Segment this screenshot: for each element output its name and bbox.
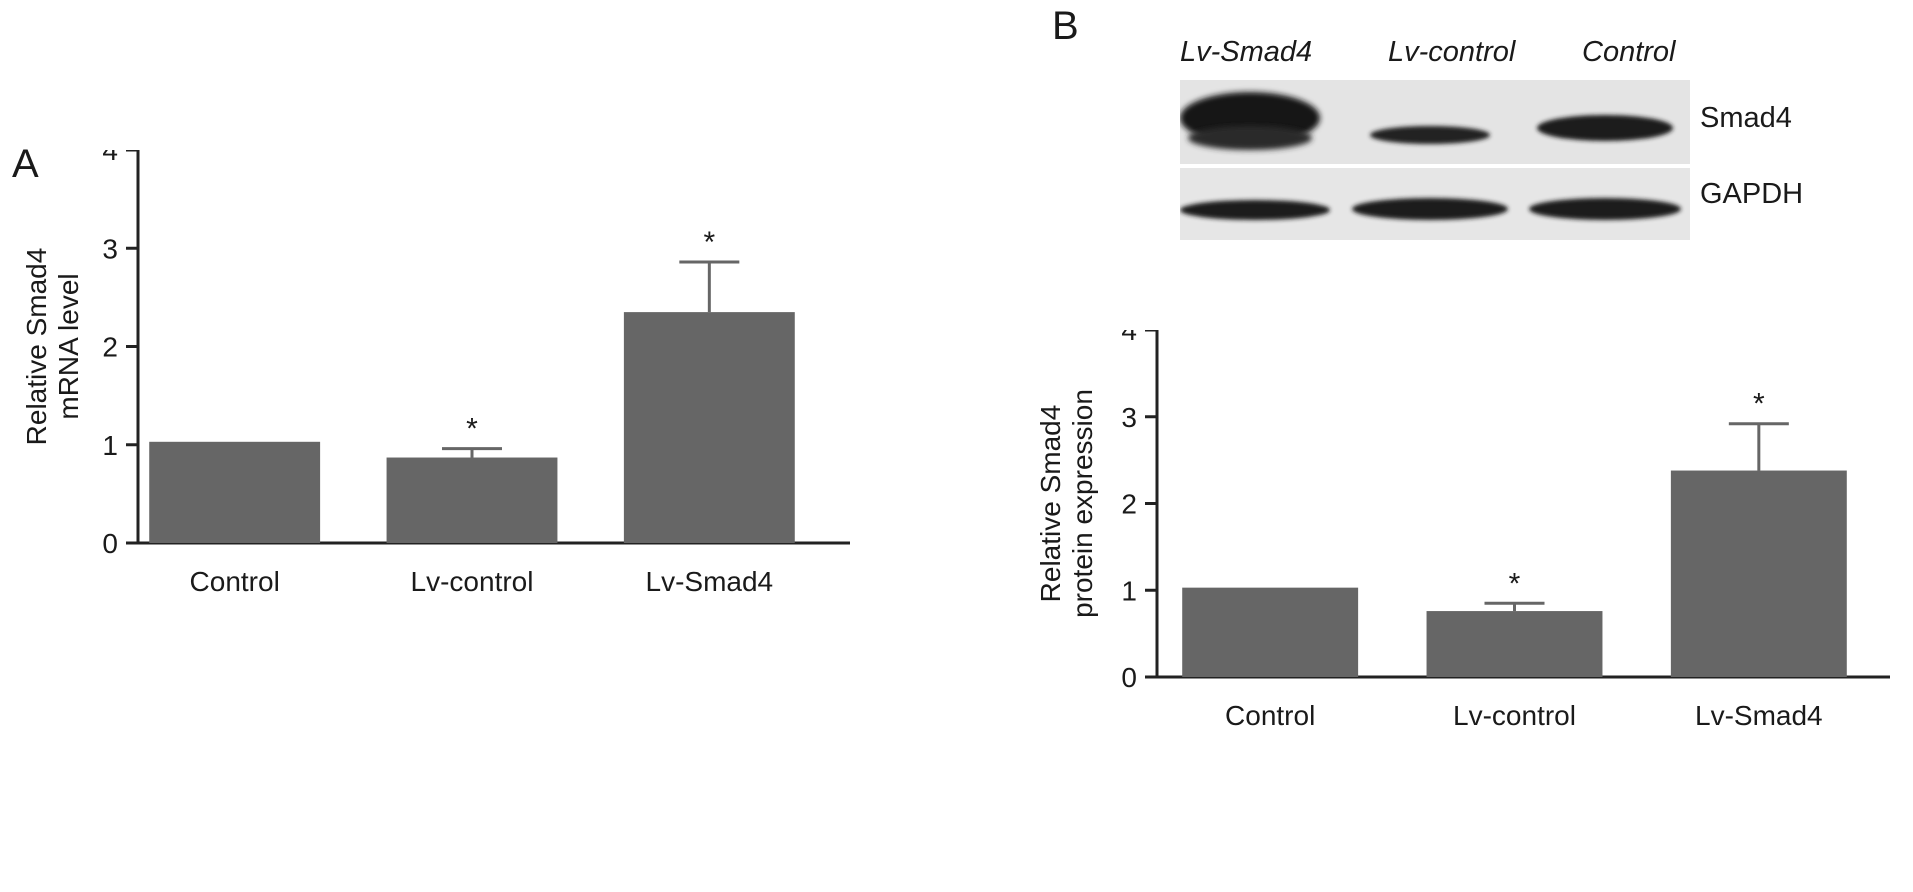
chart-b-category-label-control: Control [1225,700,1315,731]
chart-a-y-tick-label: 3 [102,233,118,264]
chart-b-y-tick-label: 2 [1121,489,1137,520]
chart-a-y-axis-label-line: mRNA level [53,273,84,419]
lane-label-lv-smad4: Lv-Smad4 [1180,36,1313,68]
chart-a-bar-control [149,441,321,543]
chart-b-protein: 0 1 2 3 4 Relative Smad4protein expression Con… [1035,330,1890,731]
chart-a-y-tick-label: 4 [102,150,118,166]
chart-b-bar-lv-smad4 [1670,470,1847,677]
band-label-gapdh: GAPDH [1700,178,1804,210]
chart-b-y-axis-label-line: Relative Smad4 [1035,405,1066,603]
chart-b-y-tick-label: 1 [1121,575,1137,606]
chart-a-y-tick-label: 1 [102,430,118,461]
lane-label-control: Control [1582,36,1676,68]
chart-b-category-label-lv-smad4: Lv-Smad4 [1695,700,1823,731]
chart-a-y-axis-label: Relative Smad4mRNA level [21,248,84,446]
panel-label-a: A [12,142,39,186]
chart-b-y-axis-label: Relative Smad4protein expression [1035,389,1098,618]
chart-a-y-tick-label: 0 [102,528,118,559]
chart-a-category-label-lv-smad4: Lv-Smad4 [646,566,774,597]
panel-label-b: B [1052,4,1079,48]
chart-b-y-axis-label-line: protein expression [1067,389,1098,618]
western-blot-image [1180,80,1690,240]
chart-b-significance-lv-control: * [1509,567,1521,600]
chart-b-significance-lv-smad4: * [1753,388,1765,421]
chart-b-y-tick-label: 4 [1121,330,1137,346]
chart-a-category-label-lv-control: Lv-control [411,566,534,597]
chart-a-mrna: 0 1 2 3 4 Relative Smad4mRNA level Control * Lv-… [21,150,850,597]
chart-b-y-tick-label: 3 [1121,402,1137,433]
chart-b-bar-control [1182,587,1359,677]
lane-label-lv-control: Lv-control [1388,36,1516,68]
chart-a-y-axis-label-line: Relative Smad4 [21,248,52,446]
band-label-smad4: Smad4 [1700,102,1792,134]
chart-b-bar-lv-control [1426,611,1603,677]
chart-a-category-label-control: Control [190,566,280,597]
chart-b-y-tick-label: 0 [1121,662,1137,693]
chart-a-significance-lv-control: * [466,413,478,446]
chart-b-category-label-lv-control: Lv-control [1453,700,1576,731]
chart-a-bar-lv-smad4 [623,312,795,543]
chart-a-bar-lv-control [386,457,558,543]
chart-a-y-tick-label: 2 [102,332,118,363]
chart-a-significance-lv-smad4: * [703,226,715,259]
